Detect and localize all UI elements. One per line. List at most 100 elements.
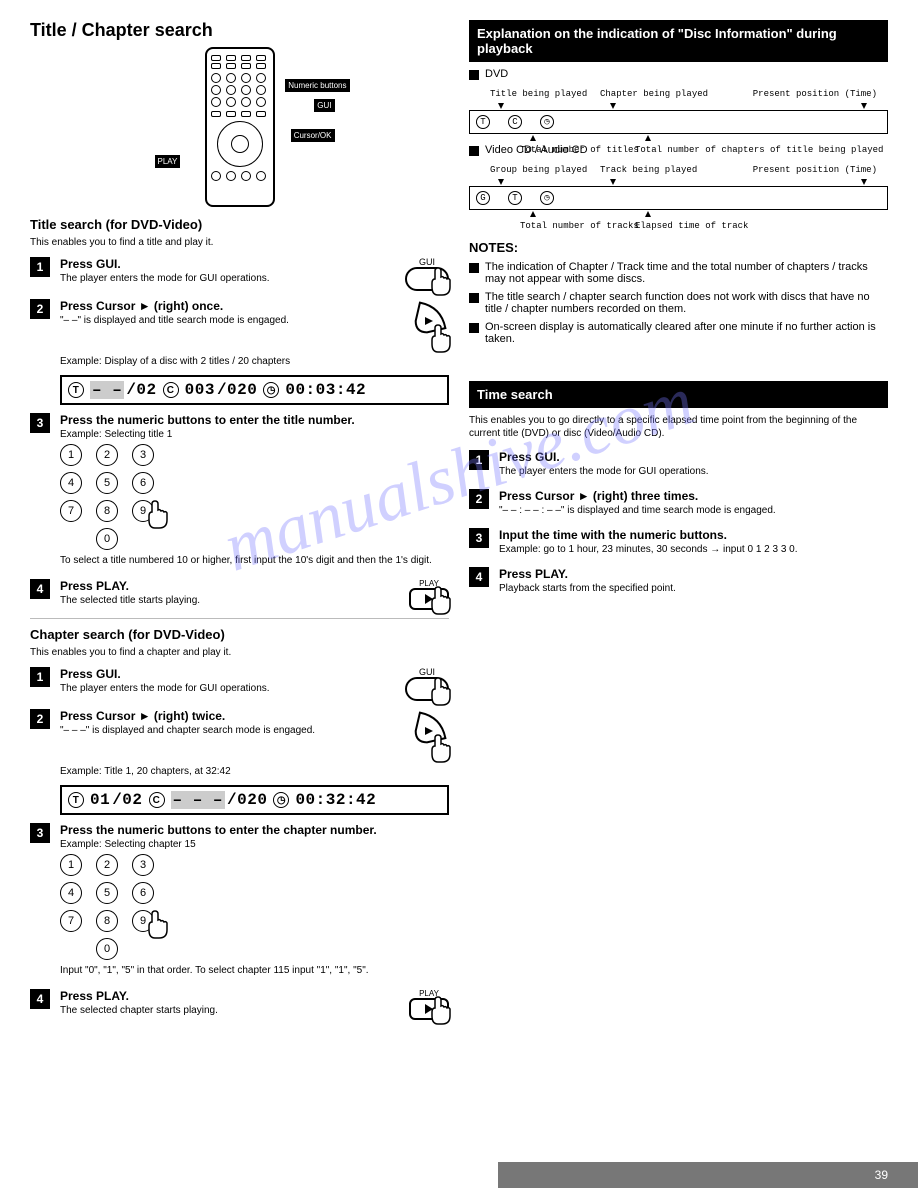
clock-icon: ◷: [273, 792, 289, 808]
cstep2-title: Press Cursor ► (right) twice.: [60, 709, 387, 723]
step-number: 4: [30, 579, 50, 599]
title-icon: T: [476, 115, 490, 129]
hand-icon: [425, 584, 459, 618]
step-number: 2: [30, 299, 50, 319]
arrow-position: Present position (Time): [753, 165, 877, 175]
arrow-group-played: Group being played: [490, 165, 587, 175]
step2-title: Press Cursor ► (right) once.: [60, 299, 387, 313]
right-column: Explanation on the indication of "Disc I…: [469, 20, 888, 1028]
chapter-icon: C: [508, 115, 522, 129]
tstep2-title: Press Cursor ► (right) three times.: [499, 489, 888, 503]
step-number: 4: [469, 567, 489, 587]
d1-title-cur: – –: [90, 381, 124, 399]
step-number: 1: [30, 667, 50, 687]
step2-sub: "– –" is displayed and title search mode…: [60, 315, 387, 326]
title-search-header: Title search (for DVD-Video): [30, 217, 449, 232]
callout-play: PLAY: [155, 155, 181, 168]
step1-title: Press GUI.: [60, 257, 387, 271]
group-icon: G: [476, 191, 490, 205]
step3-ex: Example: Selecting title 1: [60, 429, 449, 440]
cursor-right-icon: [405, 299, 449, 348]
step-4: 4 Press PLAY. The selected title starts …: [30, 579, 449, 610]
hand-icon: [142, 908, 176, 942]
tstep-3: 3 Input the time with the numeric button…: [469, 528, 888, 559]
d1-title-total: /02: [126, 381, 156, 399]
tstep2-sub: "– – : – – : – –" is displayed and time …: [499, 505, 888, 516]
tstep1-title: Press GUI.: [499, 450, 888, 464]
d2-chap-total: /020: [227, 791, 267, 809]
notes-header: NOTES:: [469, 240, 888, 255]
keypad-icon: 123 456 789 0: [60, 444, 158, 550]
callout-cursor: Cursor/OK: [291, 129, 335, 142]
note-3: On-screen display is automatically clear…: [469, 321, 888, 345]
cstep2-sub: "– – –" is displayed and chapter search …: [60, 725, 387, 736]
title-icon: T: [68, 382, 84, 398]
step-3: 3 Press the numeric buttons to enter the…: [30, 413, 449, 571]
d1-chap-cur: 003: [185, 381, 215, 399]
cstep-1: 1 Press GUI. The player enters the mode …: [30, 667, 449, 701]
step-number: 2: [469, 489, 489, 509]
page-title: Title / Chapter search: [30, 20, 449, 41]
note-text: The title search / chapter search functi…: [485, 291, 888, 315]
note-2: The title search / chapter search functi…: [469, 291, 888, 315]
cstep1-title: Press GUI.: [60, 667, 387, 681]
hand-icon: [425, 732, 459, 766]
step4-sub: The selected title starts playing.: [60, 595, 391, 606]
divider: [30, 618, 449, 619]
callout-numeric: Numeric buttons: [285, 79, 349, 92]
tstep-1: 1 Press GUI. The player enters the mode …: [469, 450, 888, 481]
step3-note: To select a title numbered 10 or higher,…: [60, 554, 449, 567]
remote-diagram: Numeric buttons GUI Cursor/OK PLAY: [185, 47, 295, 207]
cursor-right-icon: [405, 709, 449, 758]
page-number-bar: 39: [498, 1162, 918, 1188]
step-number: 1: [30, 257, 50, 277]
track-icon: T: [508, 191, 522, 205]
d2-title-cur: 01: [90, 791, 110, 809]
hand-icon: [425, 675, 459, 709]
d1-time: 00:03:42: [285, 381, 366, 399]
arrow-total-chapters: Total number of chapters of title being …: [635, 145, 883, 155]
arrow-elapsed: Elapsed time of track: [635, 221, 748, 231]
step-number: 1: [469, 450, 489, 470]
note-1: The indication of Chapter / Track time a…: [469, 261, 888, 285]
time-search-header: Time search: [469, 381, 888, 408]
note-text: On-screen display is automatically clear…: [485, 321, 888, 345]
tstep4-sub: Playback starts from the specified point…: [499, 583, 888, 594]
cstep4-title: Press PLAY.: [60, 989, 391, 1003]
cstep-2: 2 Press Cursor ► (right) twice. "– – –" …: [30, 709, 449, 758]
tstep3-title: Input the time with the numeric buttons.: [499, 528, 888, 542]
dvd-bullet: DVD: [469, 68, 888, 80]
step-number: 3: [469, 528, 489, 548]
tstep-2: 2 Press Cursor ► (right) three times. "–…: [469, 489, 888, 520]
arrow-total-tracks: Total number of tracks: [520, 221, 639, 231]
arrow-chapter-played: Chapter being played: [600, 89, 708, 99]
keypad-icon: 123 456 789 0: [60, 854, 158, 960]
d2-title-total: /02: [112, 791, 142, 809]
step-1: 1 Press GUI. The player enters the mode …: [30, 257, 449, 291]
cstep1-sub: The player enters the mode for GUI opera…: [60, 683, 387, 694]
display-example-label-2: Example: Title 1, 20 chapters, at 32:42: [60, 766, 449, 777]
cstep3-ex: Example: Selecting chapter 15: [60, 839, 449, 850]
dvd-display-diagram: T C ◷ Title being played Chapter being p…: [469, 110, 888, 134]
arrow-position: Present position (Time): [753, 89, 877, 99]
d2-chap-cur: – – –: [171, 791, 226, 809]
tstep3-sub: Example: go to 1 hour, 23 minutes, 30 se…: [499, 544, 888, 555]
page-root: Title / Chapter search: [0, 0, 918, 1048]
hand-icon: [425, 994, 459, 1028]
step-number: 4: [30, 989, 50, 1009]
clock-icon: ◷: [263, 382, 279, 398]
display-example-label: Example: Display of a disc with 2 titles…: [60, 356, 449, 367]
dvd-label: DVD: [485, 68, 508, 80]
lcd-display-1: T – –/02 C 003/020 ◷ 00:03:42: [60, 375, 449, 405]
d2-time: 00:32:42: [295, 791, 376, 809]
clock-icon: ◷: [540, 115, 554, 129]
tstep1-sub: The player enters the mode for GUI opera…: [499, 466, 888, 477]
cstep4-sub: The selected chapter starts playing.: [60, 1005, 391, 1016]
hand-icon: [425, 322, 459, 356]
hand-icon: [425, 265, 459, 299]
chapter-icon: C: [149, 792, 165, 808]
cstep3-title: Press the numeric buttons to enter the c…: [60, 823, 449, 837]
step-number: 3: [30, 823, 50, 843]
arrow-title-played: Title being played: [490, 89, 587, 99]
step-number: 3: [30, 413, 50, 433]
